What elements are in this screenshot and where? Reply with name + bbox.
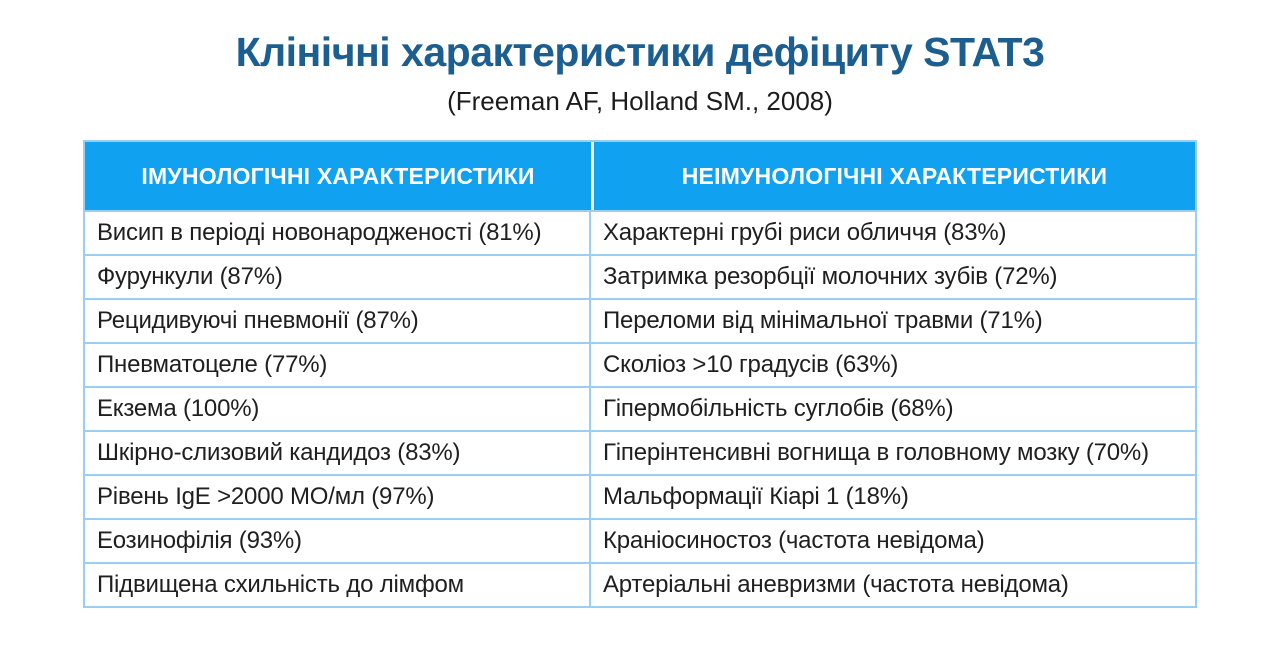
table-cell-immunologic: Рівень IgE >2000 МО/мл (97%) bbox=[85, 476, 591, 518]
table-row: Шкірно-слизовий кандидоз (83%) Гіперінте… bbox=[85, 430, 1195, 474]
table-row: Фурункули (87%) Затримка резорбції молоч… bbox=[85, 254, 1195, 298]
table-row: Екзема (100%) Гіпермобільність суглобів … bbox=[85, 386, 1195, 430]
table-cell-nonimmunologic: Переломи від мінімальної травми (71%) bbox=[603, 307, 1043, 334]
citation-subtitle: (Freeman AF, Holland SM., 2008) bbox=[447, 86, 833, 116]
table-header-nonimmunologic: НЕІМУНОЛОГІЧНІ ХАРАКТЕРИСТИКИ bbox=[681, 162, 1108, 189]
table-cell-immunologic: Екзема (100%) bbox=[85, 388, 591, 430]
table-row: Еозинофілія (93%) Краніосиностоз (частот… bbox=[85, 518, 1195, 562]
table-cell-nonimmunologic: Затримка резорбції молочних зубів (72%) bbox=[603, 263, 1058, 290]
table-cell-immunologic: Підвищена схильність до лімфом bbox=[85, 564, 591, 606]
table-cell-nonimmunologic: Характерні грубі риси обличчя (83%) bbox=[603, 219, 1007, 246]
table-cell-nonimmunologic: Гіпермобільність суглобів (68%) bbox=[603, 395, 954, 422]
table-cell-immunologic: Пневматоцеле (77%) bbox=[85, 344, 591, 386]
table-row: Рецидивуючі пневмонії (87%) Переломи від… bbox=[85, 298, 1195, 342]
table-cell-nonimmunologic: Гіперінтенсивні вогнища в головному мозк… bbox=[603, 439, 1149, 466]
table-cell-immunologic: Фурункули (87%) bbox=[85, 256, 591, 298]
table-cell-immunologic: Висип в періоді новонародженості (81%) bbox=[85, 212, 591, 254]
table-cell-nonimmunologic: Артеріальні аневризми (частота невідома) bbox=[603, 571, 1069, 598]
table-cell-immunologic: Шкірно-слизовий кандидоз (83%) bbox=[85, 432, 591, 474]
table-row: Рівень IgE >2000 МО/мл (97%) Мальформаці… bbox=[85, 474, 1195, 518]
page-title: Клінічні характеристики дефіциту STAT3 bbox=[235, 29, 1045, 75]
table-cell-nonimmunologic: Мальформації Кіарі 1 (18%) bbox=[603, 483, 909, 510]
table-cell-immunologic: Еозинофілія (93%) bbox=[85, 520, 591, 562]
header-column-divider bbox=[591, 142, 594, 210]
table-row: Висип в періоді новонародженості (81%) Х… bbox=[85, 210, 1195, 254]
table-header-immunologic: ІМУНОЛОГІЧНІ ХАРАКТЕРИСТИКИ bbox=[141, 162, 535, 189]
table-row: Пневматоцеле (77%) Сколіоз >10 градусів … bbox=[85, 342, 1195, 386]
table-cell-nonimmunologic: Сколіоз >10 градусів (63%) bbox=[603, 351, 899, 378]
table-header-row: ІМУНОЛОГІЧНІ ХАРАКТЕРИСТИКИ НЕІМУНОЛОГІЧ… bbox=[85, 142, 1195, 210]
table-cell-immunologic: Рецидивуючі пневмонії (87%) bbox=[85, 300, 591, 342]
table-cell-nonimmunologic: Краніосиностоз (частота невідома) bbox=[603, 527, 985, 554]
table-row: Підвищена схильність до лімфом Артеріаль… bbox=[85, 562, 1195, 606]
clinical-characteristics-table: ІМУНОЛОГІЧНІ ХАРАКТЕРИСТИКИ НЕІМУНОЛОГІЧ… bbox=[83, 140, 1197, 608]
